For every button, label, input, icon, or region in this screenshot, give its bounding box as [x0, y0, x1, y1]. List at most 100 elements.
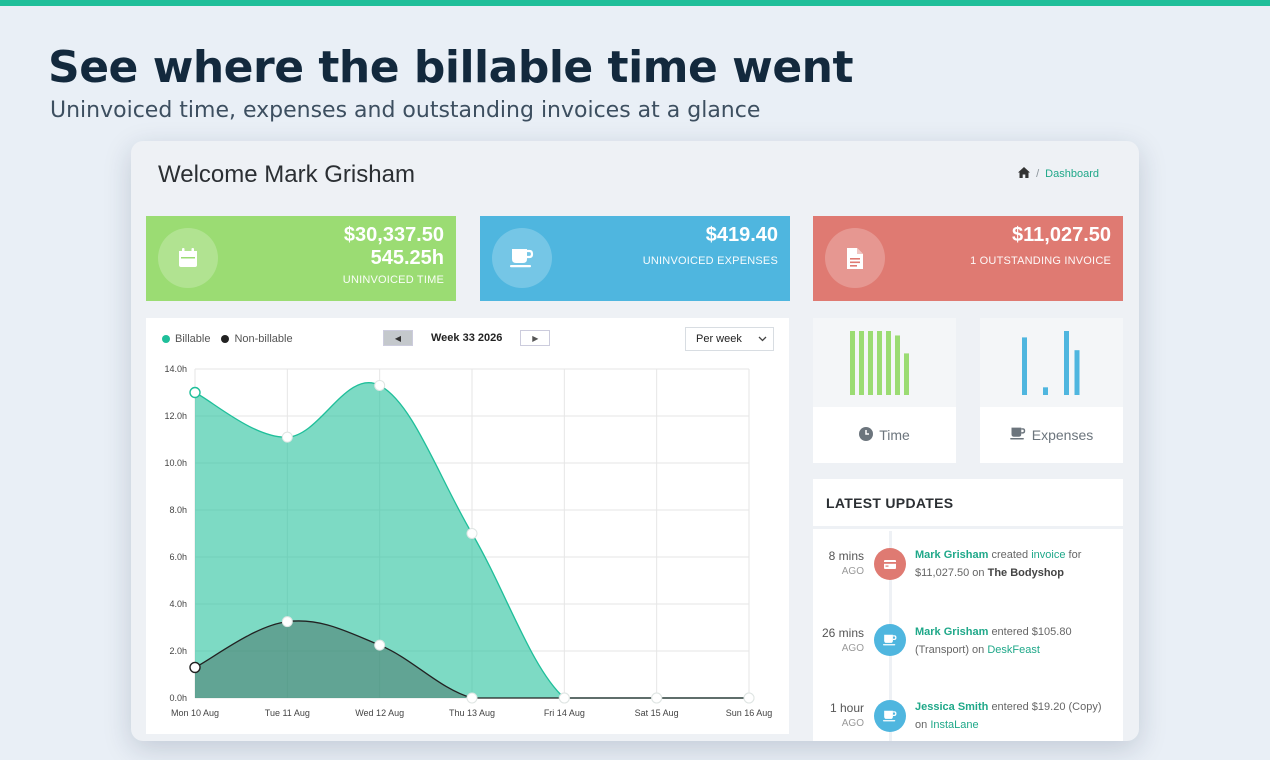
spark-bar — [904, 353, 909, 395]
update-time: 26 mins AGO — [822, 625, 864, 657]
update-time-ago: AGO — [841, 643, 864, 654]
y-tick-label: 4.0h — [169, 599, 187, 609]
cup-icon — [492, 228, 552, 288]
spark-bar — [1043, 387, 1048, 395]
y-tick-label: 0.0h — [169, 693, 187, 703]
latest-updates-title: LATEST UPDATES — [813, 479, 1123, 529]
series-area-0 — [195, 382, 749, 698]
update-action: entered $19.20 (Copy) on — [915, 701, 1102, 731]
x-tick-label: Sat 15 Aug — [635, 708, 679, 718]
spark-bar — [868, 331, 873, 395]
update-text: Jessica Smith entered $19.20 (Copy) on I… — [915, 698, 1115, 734]
x-tick-label: Tue 11 Aug — [265, 708, 310, 718]
uninvoiced-expenses-card[interactable]: $419.40 UNINVOICED EXPENSES — [480, 216, 790, 301]
uninvoiced-time-amount: $30,337.50 — [343, 224, 444, 246]
update-time-ago: AGO — [841, 718, 864, 729]
time-sparkbar — [850, 331, 909, 395]
spark-bar — [859, 331, 864, 395]
update-time-value: 8 mins — [828, 549, 864, 563]
data-point — [374, 379, 386, 391]
breadcrumb-dashboard[interactable]: Dashboard — [1045, 168, 1099, 180]
caret-left-icon: ◀ — [394, 333, 402, 343]
period-select-value: Per week — [696, 333, 742, 345]
cup-icon — [1009, 427, 1026, 443]
update-user[interactable]: Jessica Smith — [915, 701, 989, 713]
y-tick-label: 14.0h — [164, 364, 187, 374]
home-icon[interactable] — [1018, 167, 1031, 181]
cup-icon — [874, 700, 906, 732]
nonbillable-legend-swatch — [221, 335, 230, 343]
update-text: Mark Grisham entered $105.80 (Transport)… — [915, 623, 1115, 659]
hero-subtitle: Uninvoiced time, expenses and outstandin… — [50, 98, 761, 123]
chart-legend: Billable Non-billable — [162, 333, 293, 345]
expenses-mini-label: Expenses — [1031, 427, 1094, 443]
x-tick-label: Sun 16 Aug — [726, 708, 773, 718]
cup-icon — [874, 624, 906, 656]
hours-chart-card: 0.0h 2.0h 4.0h 6.0h 8.0h 10.0h 12.0h 14.0h Mon 1… — [146, 318, 789, 734]
y-tick-label: 12.0h — [164, 411, 187, 421]
y-tick-label: 8.0h — [169, 505, 187, 515]
hero-title: See where the billable time went — [48, 42, 854, 93]
data-point — [189, 661, 201, 674]
data-point — [281, 431, 293, 443]
breadcrumb: / Dashboard — [1018, 167, 1099, 181]
y-tick-label: 6.0h — [169, 552, 187, 562]
update-time-ago: AGO — [841, 566, 864, 577]
uninvoiced-time-hours: 545.25h — [370, 247, 444, 269]
series-area-1 — [195, 620, 749, 698]
spark-bar — [1064, 331, 1069, 395]
data-point — [374, 639, 386, 651]
uninvoiced-expenses-amount: $419.40 — [705, 224, 778, 246]
update-user[interactable]: Mark Grisham — [915, 626, 989, 638]
next-week-button[interactable]: ▶ — [520, 330, 551, 346]
update-time: 1 hour AGO — [830, 700, 864, 732]
clock-icon — [859, 426, 874, 444]
y-tick-label: 10.0h — [164, 458, 187, 468]
update-target[interactable]: The Bodyshop — [987, 567, 1064, 579]
week-navigator: ◀ Week 33 2026 ▶ — [383, 330, 551, 346]
data-point — [558, 692, 570, 704]
update-link[interactable]: DeskFeast — [987, 644, 1040, 656]
time-mini-card[interactable]: Time — [813, 318, 956, 463]
page-title: Welcome Mark Grisham — [158, 161, 415, 188]
spark-bar — [1074, 350, 1080, 395]
update-time-value: 1 hour — [829, 701, 864, 715]
update-action: entered $105.80 (Transport) on — [915, 626, 1072, 656]
spark-bar — [877, 331, 882, 395]
x-tick-label: Fri 14 Aug — [544, 708, 585, 718]
data-point — [189, 386, 201, 399]
week-label: Week 33 2026 — [431, 332, 503, 344]
update-time-value: 26 mins — [821, 626, 864, 640]
y-tick-label: 2.0h — [169, 646, 187, 656]
update-text: Mark Grisham created invoice for $11,027… — [915, 546, 1115, 582]
expenses-sparkbar — [1022, 331, 1080, 395]
chevron-down-icon — [758, 333, 767, 345]
latest-updates-panel: LATEST UPDATES 8 mins AGO Mark Grisham c… — [813, 479, 1123, 741]
expenses-mini-card[interactable]: Expenses — [980, 318, 1123, 463]
outstanding-invoice-card[interactable]: $11,027.50 1 OUTSTANDING INVOICE — [813, 216, 1123, 301]
top-accent-strip — [0, 0, 1270, 6]
period-select[interactable]: Per week — [685, 327, 774, 351]
uninvoiced-expenses-label: UNINVOICED EXPENSES — [642, 255, 778, 267]
time-mini-label: Time — [879, 427, 910, 443]
legend-billable[interactable]: Billable — [175, 333, 211, 345]
x-tick-label: Wed 12 Aug — [355, 708, 404, 718]
billable-legend-swatch — [162, 335, 170, 343]
data-point — [466, 528, 478, 539]
update-link[interactable]: InstaLane — [930, 719, 979, 731]
uninvoiced-time-card[interactable]: $30,337.50 545.25h UNINVOICED TIME — [146, 216, 456, 301]
dashboard-window: Welcome Mark Grisham / Dashboard $30,337… — [131, 141, 1139, 741]
update-link[interactable]: invoice — [1031, 549, 1066, 561]
spark-bar — [850, 331, 855, 395]
legend-nonbillable[interactable]: Non-billable — [234, 333, 293, 345]
data-point — [281, 616, 293, 628]
document-icon — [825, 228, 885, 288]
x-tick-label: Mon 10 Aug — [171, 708, 219, 718]
spark-bar — [895, 335, 900, 395]
update-rest: for $11,027.50 on — [915, 549, 1082, 579]
hours-area-chart: 0.0h 2.0h 4.0h 6.0h 8.0h 10.0h 12.0h 14.0h Mon 1… — [164, 364, 773, 718]
spark-bar — [886, 331, 891, 395]
caret-right-icon: ▶ — [532, 333, 539, 343]
update-user[interactable]: Mark Grisham — [915, 549, 989, 561]
previous-week-button[interactable]: ◀ — [383, 330, 413, 346]
